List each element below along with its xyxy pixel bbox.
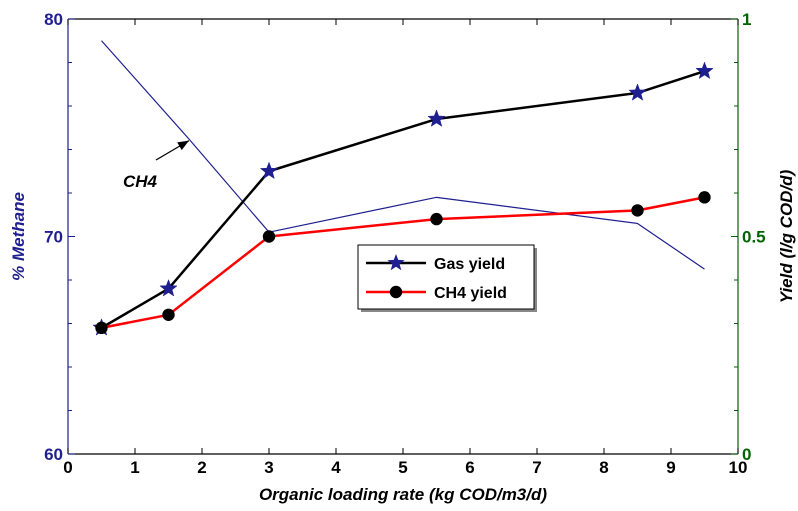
data-point-gas-yield	[259, 161, 279, 180]
x-tick-label: 8	[599, 458, 608, 477]
data-point-ch4-yield	[698, 191, 711, 204]
x-tick-label: 10	[729, 458, 748, 477]
series-line-ch4	[101, 40, 705, 270]
y2-axis-label: Yield (l/g COD/d)	[777, 169, 796, 303]
y-tick-label: 60	[44, 445, 63, 464]
x-tick-label: 4	[331, 458, 341, 477]
series-line-ch4-yield	[101, 196, 705, 330]
series-line-gas-yield	[100, 70, 705, 329]
y-tick-label: 80	[44, 10, 63, 29]
legend-label: CH4 yield	[434, 285, 507, 302]
data-point-gas-yield	[628, 83, 647, 101]
x-tick-label: 7	[532, 458, 541, 477]
annotation-arrow-head	[177, 140, 189, 151]
data-point-ch4-yield	[95, 321, 108, 335]
y2-tick-label: 0.5	[742, 228, 766, 247]
x-axis-label: Organic loading rate (kg COD/m3/d)	[259, 485, 547, 504]
data-point-gas-yield	[695, 61, 714, 80]
data-point-gas-yield	[427, 109, 446, 127]
x-tick-label: 1	[130, 458, 139, 477]
x-tick-label: 5	[398, 458, 407, 477]
data-point-gas-yield	[159, 278, 178, 297]
legend-box	[357, 244, 535, 310]
data-point-ch4-yield	[430, 212, 443, 226]
y2-tick-label: 1	[742, 10, 751, 29]
legend-marker-star	[387, 254, 405, 271]
x-tick-label: 0	[63, 458, 72, 477]
data-point-ch4-yield	[162, 308, 175, 321]
x-tick-label: 6	[465, 458, 474, 477]
y-axis-label: % Methane	[9, 192, 28, 281]
data-point-ch4-yield	[631, 204, 644, 217]
data-point-ch4-yield	[262, 230, 276, 243]
y2-tick-label: 0	[742, 445, 751, 464]
legend-label: Gas yield	[434, 256, 505, 273]
x-tick-label: 3	[264, 458, 273, 477]
x-tick-label: 2	[197, 458, 206, 477]
legend-marker-circle	[389, 285, 403, 299]
x-tick-label: 9	[666, 458, 675, 477]
annotation-ch4: CH4	[123, 172, 158, 191]
y-tick-label: 70	[44, 228, 63, 247]
